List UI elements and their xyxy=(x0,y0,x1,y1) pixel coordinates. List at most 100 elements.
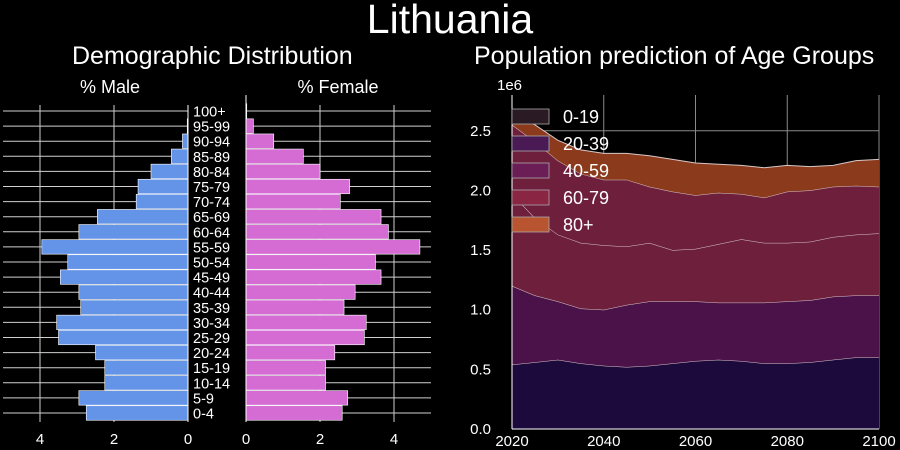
female-bar xyxy=(245,209,382,225)
age-group-label: 30-34 xyxy=(193,316,230,332)
male-bar xyxy=(135,194,189,210)
area-boundary-80+ xyxy=(511,111,880,169)
age-group-label: 55-59 xyxy=(193,240,230,256)
age-group-label: 35-39 xyxy=(193,301,230,317)
legend-label: 60-79 xyxy=(563,188,609,208)
age-group-label: 20-24 xyxy=(193,346,230,362)
age-group-label: 40-44 xyxy=(193,286,230,302)
legend-swatch xyxy=(511,108,550,125)
female-axis-label: % Female xyxy=(297,77,378,97)
male-bar xyxy=(104,375,189,391)
female-bar xyxy=(245,375,326,391)
area-layer-80+ xyxy=(512,111,879,198)
male-bar xyxy=(78,224,189,240)
male-bar xyxy=(150,163,189,179)
area-y-tick-label: 1.0 xyxy=(470,302,491,319)
male-bar xyxy=(85,405,189,421)
male-tick-label: 0 xyxy=(184,431,192,448)
area-y-tick-label: 1.5 xyxy=(470,242,491,259)
legend-label: 40-59 xyxy=(563,161,609,181)
male-bar xyxy=(78,390,189,406)
age-group-label: 5-9 xyxy=(193,391,214,407)
age-group-label: 65-69 xyxy=(193,210,230,226)
male-bar xyxy=(137,178,189,195)
age-group-label: 15-19 xyxy=(193,361,230,377)
male-bar xyxy=(97,209,189,225)
male-bar xyxy=(104,360,189,376)
female-bar xyxy=(245,254,376,270)
legend-swatch xyxy=(511,189,550,206)
area-x-tick-label: 2040 xyxy=(587,433,620,450)
female-bar xyxy=(245,329,365,346)
legend-swatch xyxy=(511,135,550,152)
area-layer-60-79 xyxy=(512,124,879,251)
male-bar xyxy=(56,314,189,330)
female-bar xyxy=(245,390,349,406)
female-bar xyxy=(245,133,275,149)
area-x-tick-label: 2080 xyxy=(771,433,804,450)
female-bar xyxy=(245,239,421,255)
area-layer-0-19 xyxy=(512,357,879,429)
male-bar xyxy=(67,254,189,270)
area-chart-title: Population prediction of Age Groups xyxy=(474,42,875,70)
area-y-offset-label: 1e6 xyxy=(497,77,522,94)
age-group-label: 80-84 xyxy=(193,165,230,181)
female-bar xyxy=(245,194,341,210)
female-bar xyxy=(245,163,321,179)
pyramid-title: Demographic Distribution xyxy=(72,42,353,70)
area-layer-40-59 xyxy=(512,194,879,310)
female-bar xyxy=(245,405,343,421)
male-bar xyxy=(95,345,189,361)
area-y-tick-label: 2.0 xyxy=(470,182,491,199)
age-group-label: 10-14 xyxy=(193,376,230,392)
age-group-label: 60-64 xyxy=(193,225,230,241)
area-layer-20-39 xyxy=(512,285,879,367)
female-tick-label: 4 xyxy=(390,431,398,448)
male-bar xyxy=(58,329,189,346)
area-y-tick-label: 0.5 xyxy=(470,361,491,378)
age-group-label: 50-54 xyxy=(193,256,230,272)
female-tick-label: 0 xyxy=(242,431,250,448)
male-bar xyxy=(60,269,189,285)
area-y-tick-label: 2.5 xyxy=(470,123,491,140)
female-bar xyxy=(245,299,345,315)
female-bar xyxy=(245,269,382,285)
age-group-label: 45-49 xyxy=(193,271,230,287)
legend-label: 80+ xyxy=(563,215,594,235)
female-tick-label: 2 xyxy=(316,431,324,448)
age-group-label: 75-79 xyxy=(193,180,230,196)
area-x-tick-label: 2060 xyxy=(679,433,712,450)
female-bar xyxy=(245,314,367,330)
male-bar xyxy=(80,299,189,315)
age-group-label: 0-4 xyxy=(193,407,214,423)
legend-swatch xyxy=(511,162,550,179)
female-bar xyxy=(245,148,304,164)
male-bar xyxy=(171,148,189,164)
legend-label: 20-39 xyxy=(563,134,609,154)
figure-title: Lithuania xyxy=(366,0,534,42)
male-tick-label: 4 xyxy=(36,431,44,448)
female-bar xyxy=(245,360,326,376)
age-group-label: 85-89 xyxy=(193,150,230,166)
age-group-label: 70-74 xyxy=(193,195,230,211)
legend-swatch xyxy=(511,216,550,233)
area-x-tick-label: 2020 xyxy=(495,433,528,450)
female-bar xyxy=(245,345,336,361)
age-group-label: 25-29 xyxy=(193,331,230,347)
male-bar xyxy=(78,284,189,300)
area-x-tick-label: 2100 xyxy=(862,433,895,450)
female-bar xyxy=(245,284,356,300)
age-group-label: 90-94 xyxy=(193,135,230,151)
area-y-tick-label: 0.0 xyxy=(470,421,491,438)
age-group-label: 95-99 xyxy=(193,120,230,136)
male-bar xyxy=(41,239,189,255)
male-tick-label: 2 xyxy=(110,431,118,448)
female-bar xyxy=(245,178,350,195)
male-axis-label: % Male xyxy=(80,77,140,97)
legend-label: 0-19 xyxy=(563,107,599,127)
female-bar xyxy=(245,118,254,134)
female-bar xyxy=(245,224,389,240)
male-bar xyxy=(182,133,189,149)
age-group-label: 100+ xyxy=(193,105,226,121)
